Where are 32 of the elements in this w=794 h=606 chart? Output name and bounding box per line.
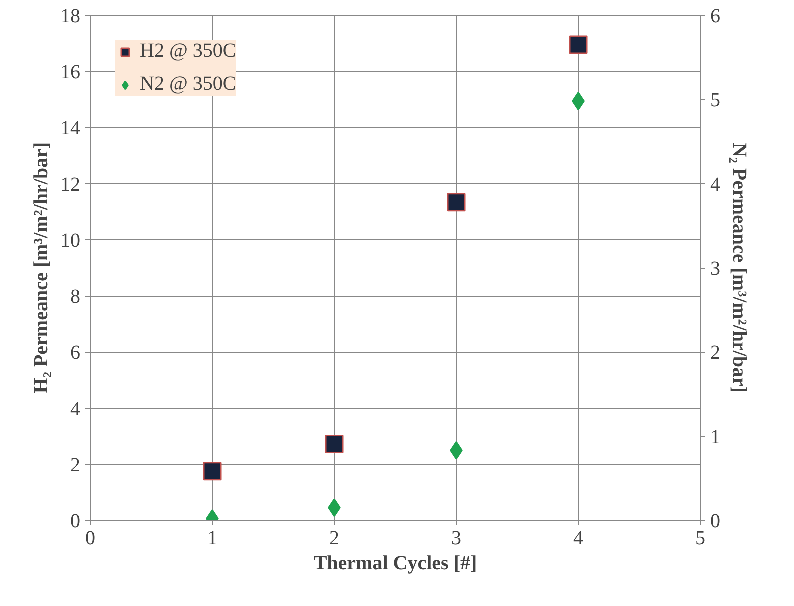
x-axis-title: Thermal Cycles [#]	[314, 552, 478, 574]
y2-tick-label: 4	[710, 174, 720, 196]
y-tick-label: 12	[60, 174, 80, 196]
y-tick-label: 4	[70, 398, 80, 420]
x-tick-label: 4	[574, 528, 584, 550]
x-tick-label: 5	[696, 528, 706, 550]
point	[325, 434, 344, 454]
y2-tick-label: 3	[710, 258, 720, 280]
legend-label: H2 @ 350C	[140, 40, 236, 63]
x-tick-label: 3	[452, 528, 462, 550]
y2-tick-label: 1	[710, 426, 720, 448]
x-tick-label: 0	[86, 528, 96, 550]
y-tick-label: 0	[70, 510, 80, 532]
y-axis-title: H₂ Permeance [m³/m²/hr/bar]	[30, 142, 52, 394]
point	[203, 462, 222, 481]
y-tick-label: 14	[60, 118, 80, 140]
y2-tick-label: 2	[710, 342, 720, 364]
point	[569, 36, 588, 54]
y-tick-label: 16	[60, 62, 80, 84]
y2-tick-label: 0	[710, 510, 720, 532]
y2-tick-label: 5	[710, 90, 720, 112]
y2-tick-label: 6	[710, 6, 720, 28]
y-tick-label: 2	[70, 454, 80, 476]
y-tick-label: 18	[60, 6, 80, 28]
y-tick-label: 6	[70, 342, 80, 364]
y-tick-label: 10	[60, 230, 80, 252]
y-tick-label: 8	[70, 286, 80, 308]
point	[447, 193, 466, 212]
x-tick-label: 2	[330, 528, 340, 550]
y2-axis-title: N₂ Permeance [m³/m²/hr/bar]	[728, 142, 750, 394]
legend-label: N2 @ 350C	[140, 73, 236, 96]
x-tick-label: 1	[208, 528, 218, 550]
